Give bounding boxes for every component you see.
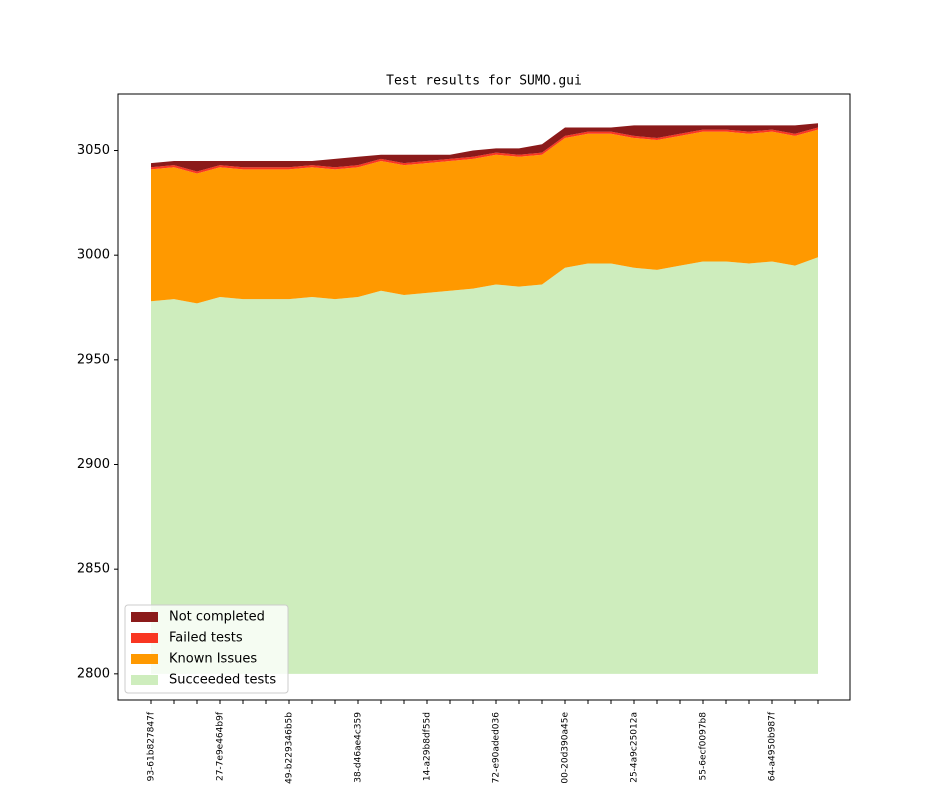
legend-label: Succeeded tests [169, 673, 276, 688]
legend-swatch [131, 675, 158, 685]
x-tick-label: 38-d46ae4c359 [354, 712, 364, 783]
y-tick-label: 3050 [77, 143, 110, 158]
y-tick-label: 2950 [77, 352, 110, 367]
legend: Not completed Failed tests Known Issues Suc… [124, 604, 289, 694]
x-tick-label: 27-7e9e464b9f [216, 711, 226, 781]
area [151, 257, 818, 674]
legend-label: Known Issues [169, 652, 257, 667]
legend-label: Failed tests [169, 631, 243, 646]
y-tick-label: 2850 [77, 562, 110, 577]
x-tick-label: 64-a4950b987f [768, 711, 778, 781]
chart-title: Test results for SUMO.gui [386, 74, 582, 89]
legend-swatch [131, 612, 158, 622]
x-tick-label: 55-6ecf0097b8 [699, 712, 709, 781]
x-tick-label: 49-b229346b5b [285, 712, 295, 784]
y-tick-label: 2900 [77, 457, 110, 472]
x-tick-label: 00-20d390a45e [561, 712, 571, 784]
x-tick-label: 93-61b827847f [147, 711, 157, 781]
x-tick-label: 72-e90aded036 [492, 712, 502, 784]
legend-swatch [131, 654, 158, 664]
area [151, 127, 818, 174]
area [151, 123, 818, 172]
x-tick-label: 25-4a9c25012a [630, 712, 640, 783]
area [151, 129, 818, 304]
y-tick-label: 2800 [77, 666, 110, 681]
legend-box [124, 604, 289, 694]
legend-swatch [131, 633, 158, 643]
y-tick-label: 3000 [77, 248, 110, 263]
plot-frame [117, 93, 851, 701]
x-tick-label: 14-a29b8df55d [423, 712, 433, 781]
legend-label: Not completed [169, 610, 265, 625]
